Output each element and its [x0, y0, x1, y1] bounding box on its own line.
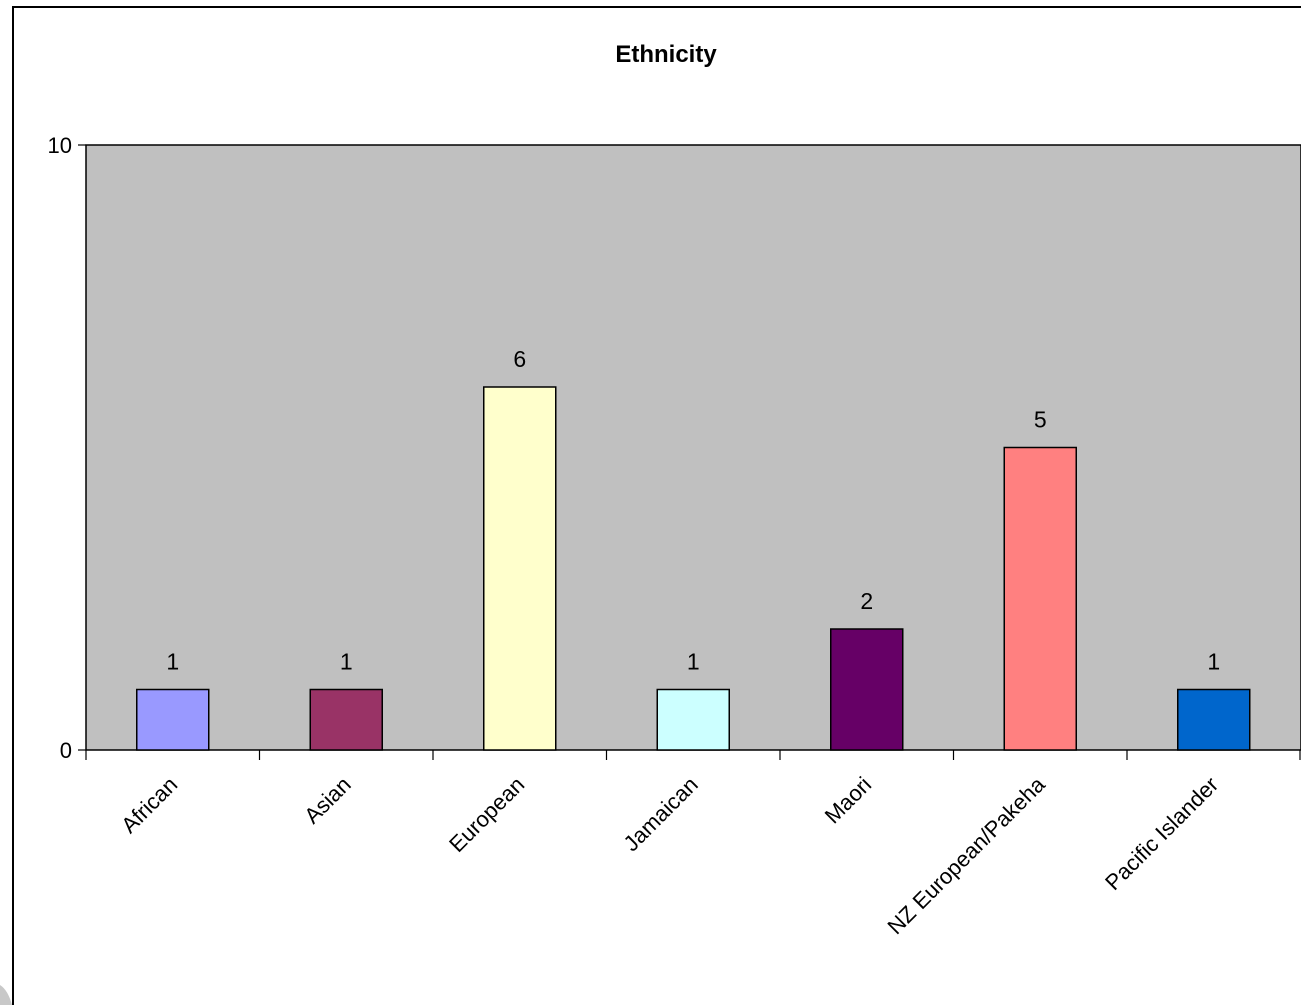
- x-tick-label: NZ European/Pakeha: [882, 771, 1050, 939]
- x-tick-label: Asian: [299, 772, 356, 829]
- x-tick-label: Maori: [820, 772, 877, 829]
- y-tick-label: 0: [60, 738, 72, 763]
- plot-area: [85, 144, 1301, 751]
- bar-jamaican: [656, 688, 730, 751]
- corner-decoration: [0, 985, 12, 1005]
- bar-african: [136, 688, 210, 751]
- y-axis: 0 10: [48, 133, 86, 763]
- data-label: 1: [340, 649, 353, 675]
- bars: [136, 386, 1251, 751]
- x-tick-label: European: [444, 772, 529, 857]
- data-label: 1: [1207, 649, 1220, 675]
- x-axis: [85, 750, 1301, 760]
- data-label: 1: [687, 649, 700, 675]
- data-label: 5: [1034, 407, 1047, 433]
- bar-asian: [309, 688, 383, 751]
- data-label: 2: [860, 588, 873, 614]
- x-tick-label: Jamaican: [619, 772, 703, 856]
- x-tick-label: African: [116, 772, 182, 838]
- x-tick-label: Pacific Islander: [1100, 772, 1223, 895]
- bar-maori: [830, 628, 904, 751]
- bar-pacific-islander: [1177, 688, 1251, 751]
- y-tick-label: 10: [48, 133, 72, 158]
- data-label: 6: [513, 346, 526, 372]
- bar-nz-european-pakeha: [1003, 446, 1077, 751]
- chart-title: Ethnicity: [615, 41, 717, 68]
- x-tick-labels: African Asian European Jamaican Maori NZ Euro…: [116, 771, 1223, 939]
- data-label: 1: [166, 649, 179, 675]
- bar-european: [483, 386, 557, 751]
